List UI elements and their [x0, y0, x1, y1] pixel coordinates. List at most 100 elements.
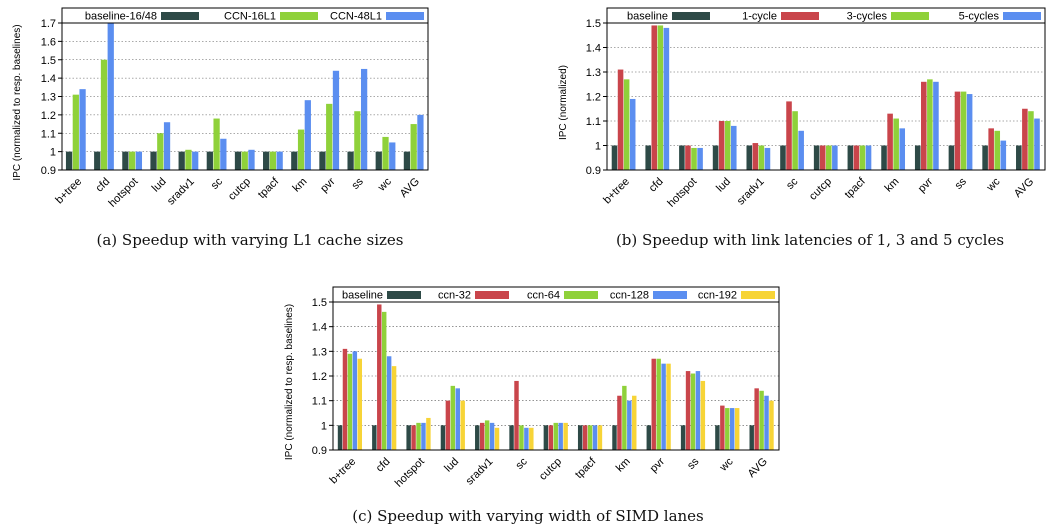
bar-baseline	[881, 145, 887, 170]
bar-ccn-32	[685, 371, 691, 450]
y-tick-label: 1.5	[41, 55, 56, 67]
bar-ccn-128	[764, 395, 769, 450]
bar-baseline-16/48	[65, 151, 73, 170]
x-tick-label: tpacf	[256, 175, 282, 201]
bar-3-cycles	[859, 145, 866, 170]
bar-5-cycles	[865, 145, 872, 170]
x-tick-label: ss	[685, 455, 702, 472]
x-tick-label: cfd	[647, 176, 666, 195]
bar-CCN-48L1	[163, 122, 171, 170]
bar-CCN-48L1	[220, 138, 227, 170]
y-tick-label: 0.9	[312, 445, 327, 457]
y-tick-label: 1.6	[41, 36, 56, 48]
bar-ccn-32	[720, 405, 725, 450]
x-tick-label: tpacf	[573, 455, 599, 481]
legend-label: CCN-48L1	[330, 11, 382, 23]
legend-swatch	[653, 291, 687, 299]
bar-baseline-16/48	[234, 151, 242, 170]
bar-ccn-128	[627, 400, 632, 450]
bar-baseline-16/48	[178, 151, 185, 170]
legend-swatch	[564, 291, 598, 299]
y-axis-label: IPC (normalized to resp. baselines)	[284, 304, 295, 460]
x-tick-label: wc	[984, 175, 1003, 194]
y-tick-label: 1.3	[586, 67, 601, 79]
x-tick-label: sc	[209, 175, 226, 192]
bar-ccn-192	[769, 400, 774, 450]
bar-CCN-48L1	[417, 114, 424, 170]
bar-baseline	[712, 145, 719, 170]
y-axis-label: IPC (normalized)	[558, 65, 569, 140]
bar-baseline	[914, 145, 921, 170]
legend-label: 1-cycle	[742, 11, 777, 23]
bar-ccn-192	[632, 395, 637, 450]
bar-CCN-16L1	[326, 103, 333, 170]
y-tick-label: 0.9	[586, 165, 601, 177]
x-tick-label: cutcp	[537, 456, 564, 483]
bar-ccn-192	[597, 425, 603, 450]
y-tick-label: 1.3	[41, 92, 56, 104]
bar-ccn-128	[421, 422, 426, 450]
bar-1-cycle	[685, 145, 691, 170]
bar-baseline-16/48	[291, 151, 298, 170]
x-tick-label: hotspot	[665, 176, 699, 210]
bar-ccn-32	[754, 388, 759, 450]
bar-CCN-48L1	[248, 149, 255, 170]
bar-ccn-32	[445, 400, 451, 450]
bar-1-cycle	[954, 91, 961, 170]
bar-ccn-32	[514, 380, 519, 450]
x-tick-label: b+tree	[601, 176, 632, 207]
bar-CCN-48L1	[332, 70, 340, 170]
bar-ccn-128	[524, 427, 529, 450]
legend-swatch	[672, 12, 710, 20]
bar-ccn-64	[450, 385, 456, 450]
x-tick-label: sc	[514, 455, 531, 472]
bar-ccn-192	[700, 380, 706, 450]
bar-baseline	[680, 425, 686, 450]
bar-ccn-32	[411, 425, 416, 450]
legend-label: baseline	[342, 290, 383, 302]
bar-baseline	[813, 145, 820, 170]
bar-ccn-32	[617, 395, 622, 450]
bar-ccn-192	[494, 427, 500, 450]
bar-baseline	[611, 145, 618, 170]
bar-CCN-16L1	[241, 151, 248, 170]
bar-baseline	[509, 425, 514, 450]
legend-label: ccn-64	[527, 290, 560, 302]
y-tick-label: 1.4	[312, 322, 327, 334]
bar-1-cycle	[718, 121, 725, 170]
x-tick-label: ss	[953, 175, 970, 192]
bar-ccn-32	[548, 425, 554, 450]
bar-baseline	[577, 425, 583, 450]
bar-baseline	[543, 425, 549, 450]
x-tick-label: tpacf	[842, 175, 868, 201]
bar-ccn-192	[460, 400, 465, 450]
legend-swatch	[280, 12, 318, 20]
y-tick-label: 1.2	[312, 371, 327, 383]
bar-5-cycles	[1000, 140, 1007, 170]
bar-baseline	[475, 425, 480, 450]
x-tick-label: lud	[442, 456, 461, 475]
legend-label: ccn-32	[438, 290, 471, 302]
bar-5-cycles	[966, 94, 973, 170]
x-tick-label: lud	[150, 176, 169, 195]
bar-CCN-16L1	[297, 129, 305, 170]
bar-ccn-64	[656, 358, 661, 450]
y-tick-label: 1.5	[586, 18, 601, 30]
bar-CCN-16L1	[410, 124, 417, 170]
bar-ccn-128	[352, 351, 358, 450]
x-tick-label: pvr	[916, 175, 936, 195]
bar-3-cycles	[994, 130, 1001, 170]
x-tick-label: pvr	[318, 175, 338, 195]
bar-CCN-16L1	[157, 133, 164, 170]
y-tick-label: 1	[50, 147, 56, 159]
chart-b: 0.9 1 1.1 1.2 1.3 1.4 1.5 b+tree cfd hotspot lud sr…	[558, 7, 1046, 249]
bar-baseline-16/48	[94, 151, 101, 170]
chart-c: 0.9 1 1.1 1.2 1.3 1.4 1.5 b+tree cfd hotspot lud sr…	[284, 286, 780, 525]
chart-caption: (b) Speedup with link latencies of 1, 3 …	[616, 231, 1004, 249]
bar-ccn-64	[622, 385, 627, 450]
bar-ccn-64	[759, 390, 764, 450]
bar-baseline	[746, 145, 753, 170]
x-tick-label: wc	[717, 455, 736, 474]
bar-ccn-192	[357, 358, 363, 450]
